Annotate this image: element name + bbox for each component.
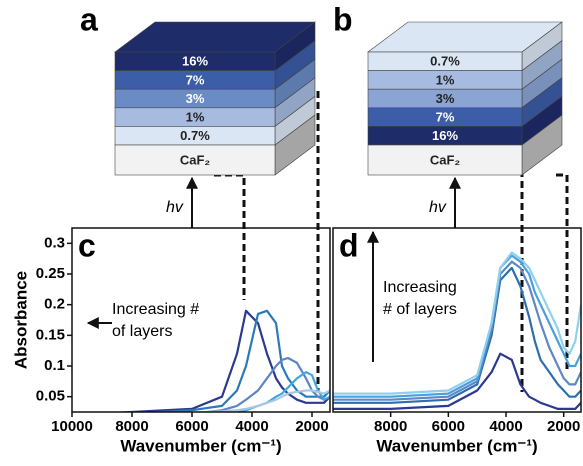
spectrum-line	[227, 371, 330, 412]
side-shade	[522, 96, 562, 145]
x-tick-label: 8000	[115, 418, 148, 435]
y-tick-label: 0.05	[36, 388, 65, 405]
side-shade	[522, 59, 562, 108]
dashed-guide	[556, 173, 569, 370]
layer	[114, 144, 276, 176]
hv-label: hv	[166, 199, 184, 216]
layer-label: 7%	[436, 110, 455, 125]
layer-label: 1%	[436, 72, 455, 87]
layer-label: 7%	[186, 72, 205, 87]
layer-label: 16%	[432, 128, 458, 143]
spectrum-line	[143, 309, 330, 412]
layer-label: 16%	[182, 54, 208, 69]
panel-letter: b	[333, 1, 353, 37]
annotation: Increasing	[383, 279, 457, 296]
y-tick-label: 0.3	[44, 234, 65, 251]
plot-frame	[71, 227, 331, 413]
plot-lines	[333, 251, 581, 410]
y-tick-label: 0.25	[36, 265, 65, 282]
x-tick-label: 4000	[235, 418, 268, 435]
x-tick-label: 2000	[295, 418, 328, 435]
x-tick-label: 8000	[374, 418, 407, 435]
layer-label: 3%	[436, 91, 455, 106]
x-tick-label: 10000	[51, 418, 93, 435]
spectrum-line	[197, 356, 330, 412]
x-tick-label: 2000	[547, 418, 580, 435]
side-shade	[275, 96, 315, 145]
side-shade	[522, 77, 562, 127]
x-tick-label: 6000	[432, 418, 465, 435]
dashed-guide	[214, 173, 246, 300]
spectrum-line	[333, 352, 581, 410]
annotation: Increasing #	[112, 301, 199, 318]
spectrum-line	[110, 309, 330, 412]
spectrum-line	[333, 266, 581, 404]
side-shade	[275, 59, 315, 108]
layer-label: 3%	[186, 91, 205, 106]
layer-label: 0.7%	[430, 54, 460, 69]
x-tick-label: 6000	[175, 418, 208, 435]
side-shade	[522, 22, 562, 71]
layer-label: 0.7%	[180, 128, 210, 143]
layer-label: CaF₂	[430, 152, 461, 167]
hv-label: hv	[429, 199, 447, 216]
side-shade	[522, 115, 562, 175]
panel-letter: a	[80, 1, 98, 37]
annotation: of layers	[112, 323, 172, 340]
side-shade	[522, 40, 562, 90]
spectrum-line	[333, 251, 581, 395]
y-tick-label: 0.1	[44, 357, 65, 374]
plot-frame	[332, 227, 582, 413]
plot-lines	[110, 309, 330, 412]
spectrum-line	[166, 389, 330, 412]
y-tick-label: 0.15	[36, 326, 65, 343]
side-shade	[275, 115, 315, 175]
x-axis-label: Wavenumber (cm⁻¹)	[376, 436, 537, 455]
layer-label: CaF₂	[180, 152, 211, 167]
spectrum-line	[333, 254, 581, 398]
x-axis-label: Wavenumber (cm⁻¹)	[120, 436, 281, 455]
side-shade	[275, 77, 315, 127]
panel-letter: d	[339, 227, 359, 263]
x-tick-label: 4000	[489, 418, 522, 435]
panel-letter: c	[78, 227, 96, 263]
layer	[367, 144, 523, 176]
layer-label: 1%	[186, 110, 205, 125]
side-shade	[275, 40, 315, 90]
y-tick-label: 0.2	[44, 296, 65, 313]
annotation: # of layers	[383, 301, 457, 318]
side-shade	[275, 22, 315, 71]
spectrum-line	[333, 260, 581, 401]
y-axis-label: Absorbance	[11, 271, 30, 369]
